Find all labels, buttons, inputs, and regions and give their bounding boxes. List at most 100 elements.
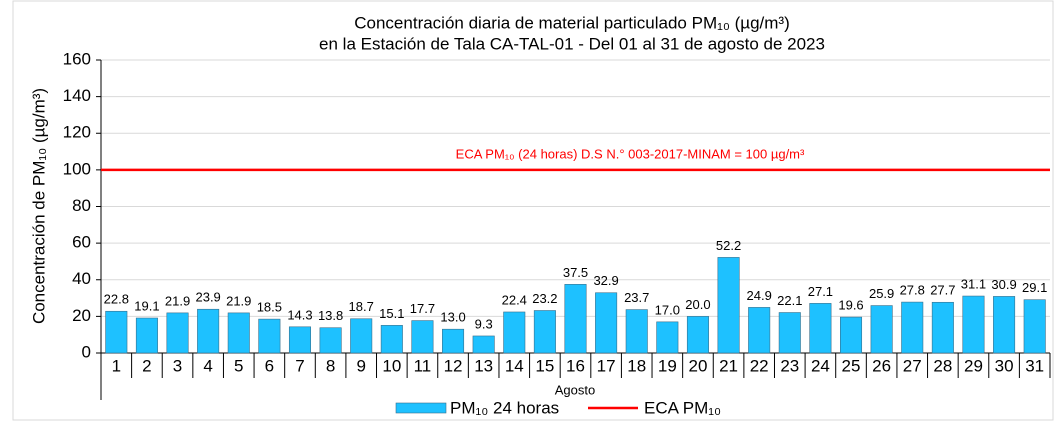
y-axis-title: Concentración de PM₁₀ (µg/m³) <box>29 88 48 324</box>
bar <box>809 303 832 354</box>
bar <box>319 327 342 354</box>
bar <box>962 295 985 354</box>
bar <box>656 321 679 354</box>
data-label: 23.9 <box>195 290 220 305</box>
data-label: 29.1 <box>1022 280 1047 295</box>
x-tick-label: 17 <box>597 356 616 375</box>
legend-label: PM₁₀ 24 horas <box>450 398 559 417</box>
x-tick-label: 24 <box>811 356 830 375</box>
bar <box>993 296 1016 354</box>
x-tick-label: 15 <box>535 356 554 375</box>
x-tick-label: 9 <box>356 356 365 375</box>
bar <box>748 307 771 354</box>
data-label: 22.4 <box>502 292 527 307</box>
bar <box>901 301 924 354</box>
x-tick-label: 22 <box>750 356 769 375</box>
data-label: 37.5 <box>563 265 588 280</box>
y-tick-label: 140 <box>63 86 91 105</box>
x-tick-label: 3 <box>173 356 182 375</box>
data-label: 17.7 <box>410 301 435 316</box>
data-label: 32.9 <box>593 273 618 288</box>
data-label: 31.1 <box>961 276 986 291</box>
bar <box>870 305 893 354</box>
y-tick-label: 40 <box>72 269 91 288</box>
x-tick-label: 16 <box>566 356 585 375</box>
x-tick-label: 28 <box>933 356 952 375</box>
bar <box>472 335 495 354</box>
x-tick-label: 2 <box>142 356 151 375</box>
data-label: 13.0 <box>440 310 465 325</box>
x-tick-label: 20 <box>688 356 707 375</box>
chart-subtitle: en la Estación de Tala CA-TAL-01 - Del 0… <box>319 34 825 53</box>
x-tick-label: 12 <box>444 356 463 375</box>
data-label: 17.0 <box>655 302 680 317</box>
data-label: 23.2 <box>532 291 557 306</box>
data-label: 27.1 <box>808 284 833 299</box>
x-tick-label: 4 <box>203 356 212 375</box>
data-label: 21.9 <box>165 293 190 308</box>
legend-label: ECA PM₁₀ <box>644 398 721 417</box>
bar <box>1023 299 1046 354</box>
chart-title: Concentración diaria de material particu… <box>354 13 789 32</box>
legend-swatch <box>395 402 447 414</box>
x-tick-label: 7 <box>295 356 304 375</box>
data-label: 18.5 <box>257 300 282 315</box>
y-tick-label: 20 <box>72 306 91 325</box>
bar <box>227 312 250 354</box>
y-tick-label: 80 <box>72 196 91 215</box>
bar <box>533 310 556 354</box>
data-label: 22.8 <box>104 292 129 307</box>
x-tick-label: 1 <box>112 356 121 375</box>
data-label: 52.2 <box>716 238 741 253</box>
data-label: 25.9 <box>869 286 894 301</box>
bar <box>625 309 648 354</box>
data-label: 21.9 <box>226 293 251 308</box>
x-tick-label: 25 <box>842 356 861 375</box>
bar <box>503 311 526 354</box>
x-tick-label: 29 <box>964 356 983 375</box>
x-tick-label: 18 <box>627 356 646 375</box>
bar <box>288 326 311 354</box>
bar <box>931 301 954 354</box>
y-tick-label: 0 <box>82 342 91 361</box>
data-label: 30.9 <box>991 277 1016 292</box>
data-label: 27.7 <box>930 283 955 298</box>
x-tick-label: 21 <box>719 356 738 375</box>
data-label: 27.8 <box>900 283 925 298</box>
data-label: 19.1 <box>134 298 159 313</box>
bar <box>411 320 434 354</box>
y-tick-label: 120 <box>63 123 91 142</box>
data-label: 18.7 <box>349 299 374 314</box>
x-tick-label: 13 <box>474 356 493 375</box>
bar <box>105 310 128 354</box>
x-tick-label: 27 <box>903 356 922 375</box>
x-axis-title: Agosto <box>555 382 595 397</box>
bar <box>778 312 801 354</box>
data-label: 20.0 <box>685 297 710 312</box>
x-tick-label: 14 <box>505 356 524 375</box>
bar <box>717 257 740 354</box>
bar <box>595 292 618 354</box>
bar <box>442 328 465 354</box>
data-label: 24.9 <box>747 288 772 303</box>
x-tick-label: 10 <box>382 356 401 375</box>
y-tick-label: 100 <box>63 159 91 178</box>
x-tick-label: 31 <box>1025 356 1044 375</box>
bar <box>258 318 281 354</box>
bar <box>840 316 863 354</box>
bar <box>350 318 373 354</box>
x-tick-label: 26 <box>872 356 891 375</box>
bar <box>135 317 158 354</box>
data-label: 13.8 <box>318 308 343 323</box>
data-label: 23.7 <box>624 290 649 305</box>
data-label: 22.1 <box>777 293 802 308</box>
x-tick-label: 8 <box>326 356 335 375</box>
reference-label: ECA PM₁₀ (24 horas) D.S N.° 003-2017-MIN… <box>456 146 805 161</box>
x-tick-label: 5 <box>234 356 243 375</box>
bar <box>564 284 587 354</box>
bar <box>686 316 709 354</box>
data-label: 14.3 <box>287 307 312 322</box>
bar <box>380 325 403 354</box>
x-tick-label: 19 <box>658 356 677 375</box>
x-tick-label: 23 <box>780 356 799 375</box>
